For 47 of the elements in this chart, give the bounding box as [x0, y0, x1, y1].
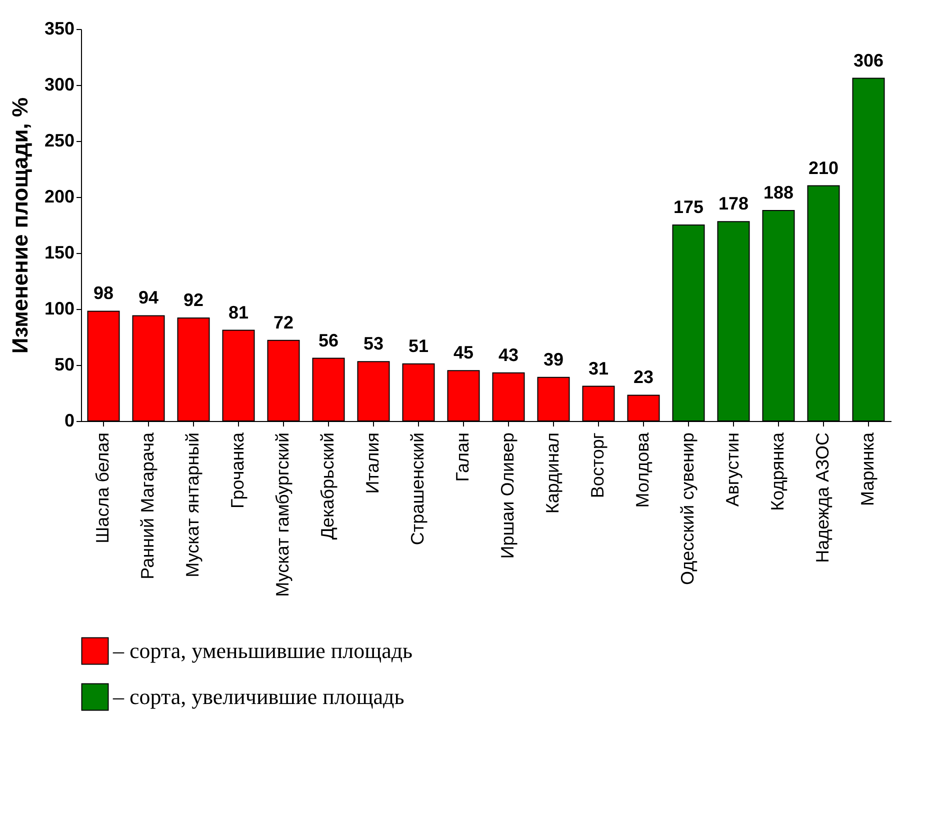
data-label: 72	[273, 312, 294, 332]
data-label: 43	[498, 344, 519, 365]
legend-label: – сорта, уменьшившие площадь	[112, 638, 413, 663]
x-tick-label: Маринка	[858, 432, 878, 506]
data-label: 175	[673, 197, 704, 217]
data-label: 94	[138, 288, 159, 308]
data-label: 178	[718, 194, 749, 214]
x-tick-label: Грочанка	[228, 432, 248, 508]
y-tick-label: 150	[44, 242, 74, 262]
legend-label: – сорта, увеличившие площадь	[112, 684, 404, 709]
y-tick-label: 0	[64, 410, 74, 430]
x-tick-label: Мускат гамбургский	[272, 432, 292, 597]
x-tick-label: Восторг	[588, 432, 608, 498]
y-tick-label: 100	[44, 298, 74, 318]
x-tick-label: Ранний Магарача	[138, 432, 158, 580]
data-label: 23	[633, 367, 654, 388]
x-tick-label: Мускат янтарный	[182, 432, 202, 578]
data-label: 210	[808, 158, 839, 178]
y-tick-label: 300	[44, 74, 74, 94]
x-tick-label: Италия	[362, 432, 382, 494]
data-label: 53	[363, 334, 384, 354]
data-label: 56	[318, 330, 339, 350]
x-tick-label: Иршаи Оливер	[498, 432, 518, 559]
x-tick-label: Шасла белая	[92, 432, 112, 544]
y-tick-label: 50	[54, 354, 74, 374]
x-tick-label: Галан	[452, 432, 472, 482]
x-tick-label: Надежда АЗОС	[812, 432, 832, 563]
y-tick-label: 200	[44, 186, 74, 206]
x-tick-label: Кардинал	[542, 432, 562, 514]
data-label: 81	[228, 302, 249, 322]
x-tick-label: Молдова	[632, 432, 652, 508]
y-tick-label: 250	[44, 130, 74, 150]
y-axis-title: Изменение площади, %	[7, 97, 32, 354]
x-tick-label: Одесский сувенир	[678, 432, 698, 585]
y-tick-label: 350	[44, 18, 74, 38]
data-label: 306	[853, 50, 884, 70]
x-tick-label: Кодрянка	[768, 432, 788, 511]
data-label: 31	[588, 358, 609, 378]
data-label: 39	[543, 349, 564, 370]
x-tick-label: Страшенский	[408, 432, 428, 546]
x-tick-label: Августин	[722, 432, 742, 507]
data-label: 188	[763, 182, 794, 202]
x-tick-label: Декабрьский	[318, 432, 338, 540]
data-label: 92	[183, 290, 204, 310]
data-label: 51	[408, 336, 429, 356]
data-label: 98	[93, 283, 114, 304]
data-label: 45	[453, 342, 474, 363]
